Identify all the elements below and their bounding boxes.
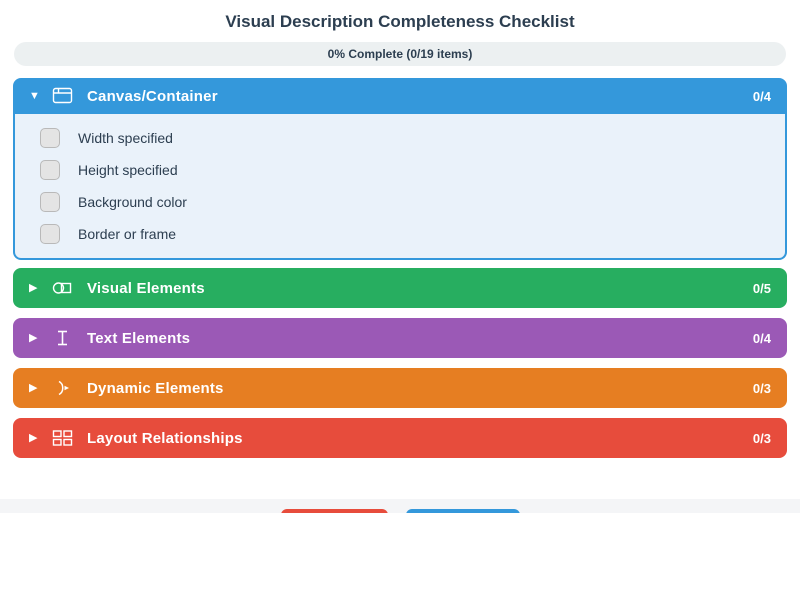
checkbox[interactable] <box>40 224 60 244</box>
checklist-item-label: Border or frame <box>78 226 177 242</box>
checkbox[interactable] <box>40 160 60 180</box>
caret-right-icon: ▶ <box>29 381 38 394</box>
checkbox[interactable] <box>40 128 60 148</box>
page-title: Visual Description Completeness Checklis… <box>225 12 575 31</box>
window-icon <box>52 87 73 105</box>
progress-label: 0% Complete (0/19 items) <box>327 47 473 61</box>
progress-bar: 0% Complete (0/19 items) <box>14 42 786 66</box>
shapes-icon <box>52 279 73 297</box>
footer <box>0 499 800 513</box>
section-header-layout-relationships[interactable]: ▶ Layout Relationships 0/3 <box>13 418 787 458</box>
caret-right-icon: ▶ <box>29 331 38 344</box>
checkbox[interactable] <box>40 192 60 212</box>
caret-right-icon: ▶ <box>29 281 38 294</box>
section-title: Dynamic Elements <box>87 379 224 397</box>
section-count-badge: 0/5 <box>752 280 771 296</box>
section-count-badge: 0/3 <box>752 380 771 396</box>
section-header-text-elements[interactable]: ▶ Text Elements 0/4 <box>13 318 787 358</box>
checklist-item-label: Height specified <box>78 162 178 178</box>
checklist-item-label: Background color <box>78 194 187 210</box>
section-header-visual-elements[interactable]: ▶ Visual Elements 0/5 <box>13 268 787 308</box>
section-count-badge: 0/4 <box>752 88 771 104</box>
section-panel-canvas-container: Width specified Height specified Backgro… <box>13 114 787 260</box>
section-title: Canvas/Container <box>87 87 218 105</box>
section-header-canvas-container[interactable]: ▼ Canvas/Container 0/4 <box>13 78 787 114</box>
section-layout-relationships: ▶ Layout Relationships 0/3 <box>13 418 787 458</box>
section-canvas-container: ▼ Canvas/Container 0/4 Width specified H… <box>13 78 787 260</box>
section-title: Layout Relationships <box>87 429 243 447</box>
section-dynamic-elements: ▶ Dynamic Elements 0/3 <box>13 368 787 408</box>
caret-right-icon: ▶ <box>29 431 38 444</box>
footer-button-red[interactable] <box>280 509 388 513</box>
text-cursor-icon <box>52 329 73 347</box>
footer-button-blue[interactable] <box>405 509 520 513</box>
section-visual-elements: ▶ Visual Elements 0/5 <box>13 268 787 308</box>
section-header-dynamic-elements[interactable]: ▶ Dynamic Elements 0/3 <box>13 368 787 408</box>
below-fold-whitespace <box>0 513 800 600</box>
section-count-badge: 0/4 <box>752 330 771 346</box>
section-count-badge: 0/3 <box>752 430 771 446</box>
section-title: Visual Elements <box>87 279 205 297</box>
page-viewport: Visual Description Completeness Checklis… <box>0 12 800 513</box>
checklist-item: Width specified <box>15 122 785 154</box>
checklist-item: Height specified <box>15 154 785 186</box>
section-text-elements: ▶ Text Elements 0/4 <box>13 318 787 358</box>
motion-icon <box>52 379 73 397</box>
caret-down-icon: ▼ <box>29 89 40 102</box>
checklist-item: Border or frame <box>15 218 785 250</box>
checklist-item: Background color <box>15 186 785 218</box>
section-title: Text Elements <box>87 329 191 347</box>
checklist-item-label: Width specified <box>78 130 173 146</box>
grid-icon <box>52 429 73 447</box>
